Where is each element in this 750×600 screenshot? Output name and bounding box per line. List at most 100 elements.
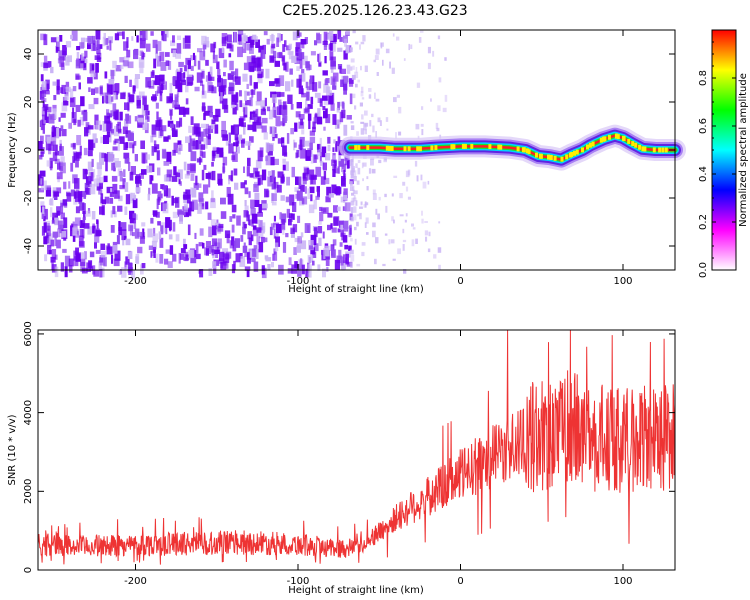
spectrogram-cell xyxy=(309,130,315,136)
spectrogram-cell xyxy=(322,231,325,239)
spectrogram-cell xyxy=(195,253,201,260)
spectrogram-cell xyxy=(272,50,277,58)
spectrogram-cell xyxy=(285,196,292,203)
spectrogram-cell xyxy=(352,189,355,194)
spectrogram-cell xyxy=(298,176,302,186)
spectrogram-cell xyxy=(307,104,313,109)
spectrogram-cell xyxy=(190,116,194,125)
spectrogram-cell xyxy=(248,219,252,226)
spectrogram-cell xyxy=(78,82,81,90)
spectrogram-cell xyxy=(385,48,390,54)
spectrogram-cell xyxy=(120,222,127,231)
spectrogram-cell xyxy=(232,241,237,252)
spectrogram-cell xyxy=(374,258,377,265)
spectrogram-cell xyxy=(254,199,260,207)
spectrogram-cell xyxy=(207,82,213,93)
spectrogram-cell xyxy=(231,224,235,233)
spectrogram-cell xyxy=(253,183,259,193)
spectrogram-cell xyxy=(208,125,214,133)
spectrogram-cell xyxy=(40,178,43,185)
spectrogram-cell xyxy=(300,118,304,126)
spectrogram-cell xyxy=(87,35,93,45)
spectrogram-cell xyxy=(82,229,85,239)
spectrogram-cell xyxy=(102,121,108,132)
spectrogram-cell xyxy=(295,111,301,118)
spectrogram-cell xyxy=(154,144,160,150)
spectrogram-cell xyxy=(233,142,236,147)
spectrogram-cell xyxy=(237,46,243,58)
spectrogram-cell xyxy=(91,211,96,220)
spectrogram-cell xyxy=(191,188,197,198)
spectrogram-cell xyxy=(274,242,279,252)
spectrogram-cell xyxy=(291,264,298,274)
spectrogram-cell xyxy=(189,135,192,144)
spectrogram-cell xyxy=(357,160,361,164)
spectrogram-cell xyxy=(90,44,97,52)
spectrogram-cell xyxy=(338,155,341,162)
spectrogram-cell xyxy=(211,86,217,94)
spectrogram-cell xyxy=(172,100,177,108)
spectrogram-cell xyxy=(262,222,266,232)
spectrogram-y-axis-label: Frequency (Hz) xyxy=(7,112,18,188)
spectrogram-cell xyxy=(212,261,217,269)
spectrogram-cell xyxy=(267,264,271,271)
spectrogram-cell xyxy=(200,144,206,150)
spectrogram-cell xyxy=(231,94,236,105)
spectrogram-cell xyxy=(284,40,287,47)
spectrogram-cell xyxy=(214,124,219,134)
spectrogram-cell xyxy=(80,262,86,272)
spectrogram-cell xyxy=(137,114,144,120)
spectrogram-cell xyxy=(162,33,167,42)
spectrogram-cell xyxy=(222,98,228,110)
spectrogram-cell xyxy=(208,74,211,81)
spectrogram-cell xyxy=(164,258,169,265)
spectrogram-cell xyxy=(127,61,134,69)
spectrogram-cell xyxy=(379,120,382,126)
spectrogram-cell xyxy=(323,99,329,106)
spectrogram-cell xyxy=(104,153,108,162)
spectrogram-cell xyxy=(57,58,63,64)
spectrogram-cell xyxy=(197,60,201,70)
spectrogram-cell xyxy=(60,262,64,272)
spectrogram-cell xyxy=(89,251,95,258)
spectrogram-cell xyxy=(312,251,317,258)
spectrogram-cell xyxy=(437,105,441,112)
spectrogram-cell xyxy=(270,45,275,54)
spectrogram-cell xyxy=(222,163,225,174)
spectrogram-cell xyxy=(292,224,298,233)
spectrogram-cell xyxy=(99,176,104,184)
spectrogram-cell xyxy=(240,182,246,189)
spectrogram-cell xyxy=(266,38,270,45)
spectrogram-cell xyxy=(51,249,57,260)
spectrogram-cell xyxy=(273,158,279,165)
spectrogram-cell xyxy=(377,117,381,123)
spectrogram-cell xyxy=(329,51,334,61)
spectrogram-ridge-cell xyxy=(641,146,645,152)
spectrogram-cell xyxy=(60,212,65,220)
spectrogram-cell xyxy=(438,264,441,270)
spectrogram-cell xyxy=(125,142,129,149)
spectrogram-cell xyxy=(246,269,250,278)
spectrogram-cell xyxy=(289,68,293,75)
spectrogram-cell xyxy=(215,152,220,158)
spectrogram-cell xyxy=(186,194,191,204)
spectrogram-cell xyxy=(288,219,292,226)
snr-ytick-label: 4000 xyxy=(23,400,34,425)
spectrogram-cell xyxy=(128,94,135,103)
spectrogram-cell xyxy=(44,208,48,220)
spectrogram-cell xyxy=(320,176,326,185)
spectrogram-cell xyxy=(207,105,213,114)
spectrogram-cell xyxy=(354,226,357,231)
spectrogram-cell xyxy=(136,35,139,43)
spectrogram-cell xyxy=(243,210,249,218)
spectrogram-cell xyxy=(60,112,66,118)
spectrogram-cell xyxy=(207,212,212,220)
spectrogram-cell xyxy=(244,266,251,271)
spectrogram-cell xyxy=(242,42,245,49)
spectrogram-cell xyxy=(133,49,139,60)
spectrogram-cell xyxy=(306,167,310,175)
spectrogram-cell xyxy=(93,72,98,80)
spectrogram-cell xyxy=(158,231,162,240)
spectrogram-cell xyxy=(156,198,159,210)
spectrogram-cell xyxy=(300,240,307,250)
